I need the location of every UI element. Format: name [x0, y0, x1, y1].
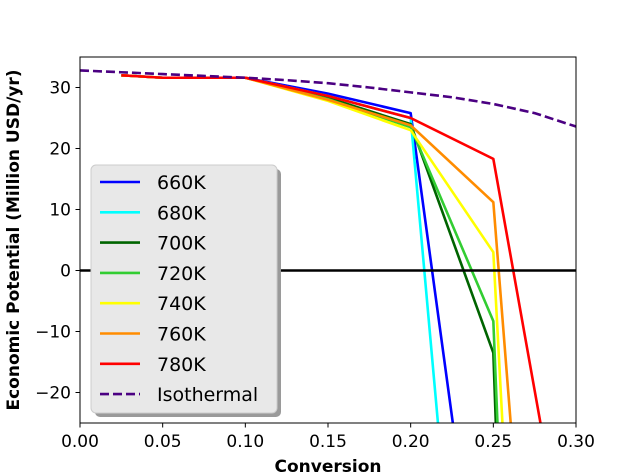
legend-label-720k: 720K [157, 263, 206, 285]
x-tick-label: 0.30 [557, 432, 595, 452]
y-tick-label: 20 [49, 140, 71, 160]
series-line-780k [121, 74, 542, 423]
y-tick-label: 30 [49, 79, 71, 99]
series-layer [80, 69, 576, 423]
x-tick-label: 0.15 [309, 432, 347, 452]
series-line-isothermal [80, 69, 576, 128]
x-tick-label: 0.00 [61, 432, 99, 452]
legend: 660K 680K 700K 720K 740K 760K 780K Isothermal [90, 164, 281, 417]
y-tick-label: −10 [35, 323, 71, 343]
y-axis: 30 20 10 0 −10 −20 [35, 79, 80, 404]
legend-label-760k: 760K [157, 324, 206, 346]
legend-label-780k: 780K [157, 354, 206, 376]
legend-box [90, 164, 278, 414]
y-tick-label: 10 [49, 201, 71, 221]
legend-label-isothermal: Isothermal [157, 384, 258, 406]
x-tick-label: 0.05 [144, 432, 182, 452]
y-tick-label: −20 [35, 384, 71, 404]
y-tick-label: 0 [60, 262, 71, 282]
legend-label-700k: 700K [157, 233, 206, 255]
x-tick-label: 0.25 [474, 432, 512, 452]
legend-label-680k: 680K [157, 202, 206, 224]
x-tick-label: 0.10 [226, 432, 264, 452]
legend-label-660k: 660K [157, 172, 206, 194]
x-axis: 0.00 0.05 0.10 0.15 0.20 0.25 0.30 [61, 423, 595, 452]
legend-label-740k: 740K [157, 293, 206, 315]
x-axis-label: Conversion [275, 457, 382, 476]
x-tick-label: 0.20 [392, 432, 430, 452]
y-axis-label: Economic Potential (Million USD/yr) [4, 69, 24, 410]
